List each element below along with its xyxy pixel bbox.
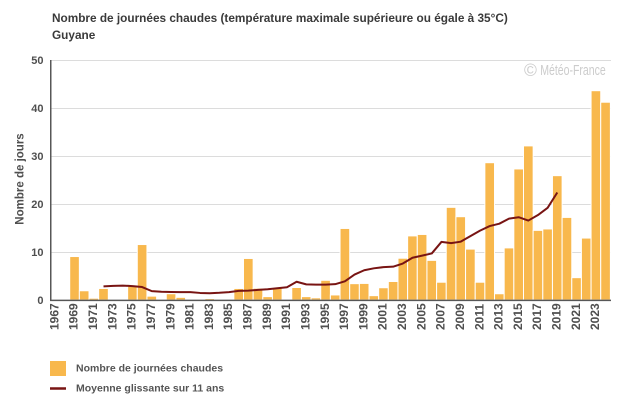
svg-text:1977: 1977	[144, 303, 158, 330]
svg-text:2015: 2015	[511, 303, 525, 330]
svg-text:1989: 1989	[260, 303, 274, 330]
svg-text:1999: 1999	[356, 303, 370, 330]
svg-text:1969: 1969	[67, 303, 81, 330]
svg-text:1993: 1993	[298, 303, 312, 330]
svg-text:2023: 2023	[588, 303, 602, 330]
svg-text:1985: 1985	[221, 303, 235, 330]
svg-text:1995: 1995	[318, 303, 332, 330]
svg-text:Nombre de journées chaudes: Nombre de journées chaudes	[76, 362, 223, 374]
svg-text:1987: 1987	[241, 303, 255, 330]
svg-text:Moyenne glissante sur 11 ans: Moyenne glissante sur 11 ans	[76, 383, 224, 395]
svg-text:1979: 1979	[163, 303, 177, 330]
svg-text:30: 30	[31, 151, 43, 163]
svg-text:1991: 1991	[279, 303, 293, 330]
svg-text:50: 50	[31, 55, 43, 67]
svg-text:2001: 2001	[376, 303, 390, 330]
svg-text:1975: 1975	[125, 303, 139, 330]
svg-text:2019: 2019	[549, 303, 563, 330]
svg-text:1967: 1967	[47, 303, 61, 330]
svg-text:2005: 2005	[414, 303, 428, 330]
svg-text:2009: 2009	[453, 303, 467, 330]
svg-text:2013: 2013	[492, 303, 506, 330]
svg-text:2021: 2021	[569, 303, 583, 330]
svg-text:0: 0	[37, 295, 43, 307]
svg-text:Nombre de journées chaudes (te: Nombre de journées chaudes (température …	[52, 11, 508, 25]
svg-text:1981: 1981	[183, 303, 197, 330]
svg-text:40: 40	[31, 103, 43, 115]
svg-text:20: 20	[31, 199, 43, 211]
svg-text:2007: 2007	[434, 303, 448, 330]
svg-text:10: 10	[31, 247, 43, 259]
svg-text:1973: 1973	[105, 303, 119, 330]
svg-text:2011: 2011	[472, 304, 486, 330]
svg-text:©: ©	[524, 60, 537, 80]
svg-text:Guyane: Guyane	[52, 28, 96, 42]
svg-text:2017: 2017	[530, 303, 544, 330]
svg-text:Nombre de jours: Nombre de jours	[15, 133, 27, 224]
svg-text:2003: 2003	[395, 303, 409, 330]
svg-text:Météo-France: Météo-France	[540, 62, 606, 78]
svg-text:1997: 1997	[337, 303, 351, 330]
svg-text:1971: 1971	[86, 303, 100, 330]
svg-text:1983: 1983	[202, 303, 216, 330]
